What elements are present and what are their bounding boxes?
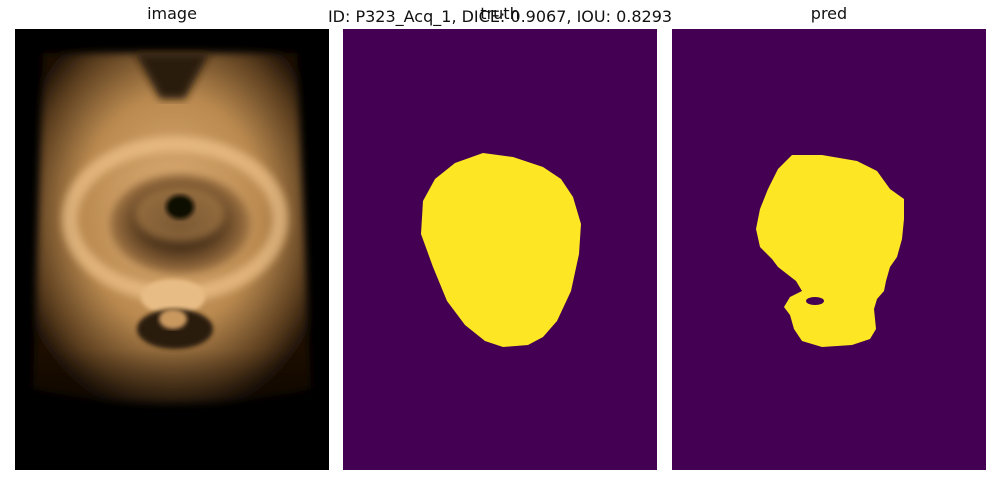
truth-mask-panel [343, 29, 657, 470]
pred-segmentation-region [756, 155, 904, 347]
ultrasound-image-panel [15, 29, 329, 470]
pred-mask [672, 29, 986, 470]
truth-mask [343, 29, 657, 470]
panel-title-truth: truth [480, 4, 520, 23]
panel-title-pred: pred [810, 4, 848, 23]
figure-suptitle: ID: P323_Acq_1, DICE: 0.9067, IOU: 0.829… [327, 7, 673, 26]
truth-segmentation-region [421, 153, 581, 347]
panel-title-image: image [147, 4, 197, 23]
pred-hole [806, 297, 824, 305]
pred-mask-panel [672, 29, 986, 470]
ultrasound-image [15, 29, 329, 470]
